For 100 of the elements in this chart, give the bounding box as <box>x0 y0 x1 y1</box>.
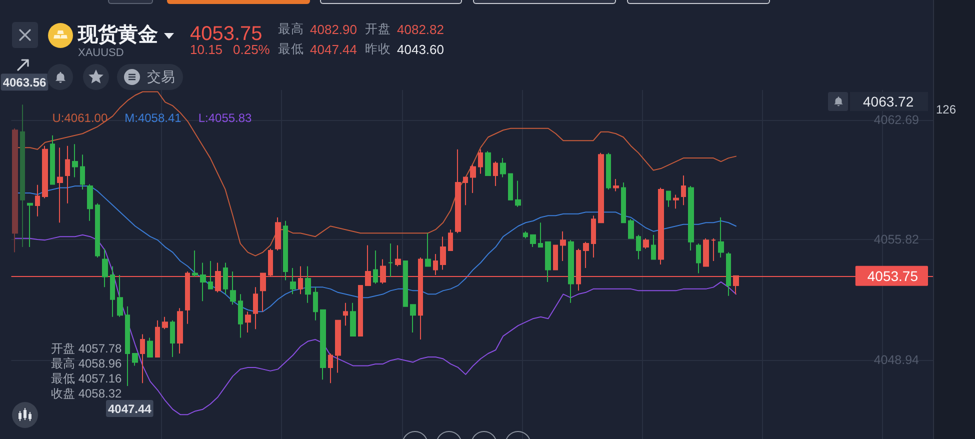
candlestick <box>673 194 679 210</box>
candlestick <box>238 294 243 338</box>
candlestick <box>155 320 160 358</box>
candlestick <box>455 148 461 234</box>
text: 昨收 <box>365 42 391 57</box>
text: 最低 <box>278 42 304 57</box>
candlestick <box>463 176 468 206</box>
candlestick <box>95 202 100 258</box>
chart-title: 现货黄金 <box>78 24 158 46</box>
candlestick <box>125 306 130 386</box>
candlestick <box>283 220 288 281</box>
candlestick <box>80 154 85 190</box>
candlestick <box>703 238 709 267</box>
candlestick <box>253 286 258 330</box>
annotation: 最高 4058.96 <box>51 356 122 371</box>
candlestick <box>230 270 236 306</box>
annotation: 4047.44 <box>108 402 152 416</box>
chart-subtitle: XAUUSD <box>78 46 124 60</box>
candlestick <box>132 352 138 366</box>
candlestick <box>508 173 513 200</box>
candlestick <box>591 215 596 258</box>
candlestick <box>35 184 40 217</box>
candlestick <box>485 150 491 176</box>
annotation: 4053.75 <box>867 268 918 284</box>
candlestick <box>395 244 401 267</box>
candlestick <box>200 262 206 302</box>
candlestick <box>403 260 408 307</box>
candlestick <box>613 178 619 192</box>
candlestick <box>515 180 521 208</box>
candlestick <box>87 184 93 222</box>
candlestick <box>208 260 213 290</box>
text: 开盘 <box>365 22 391 37</box>
candlestick <box>651 234 656 260</box>
candlestick <box>583 241 589 268</box>
annotation: 开盘 4057.78 <box>51 341 122 356</box>
candlestick <box>500 158 506 178</box>
text: 4082.82 <box>397 22 444 38</box>
candlestick <box>110 266 115 318</box>
text: 交易 <box>147 68 175 85</box>
candlestick <box>545 241 551 282</box>
candlestick <box>162 316 168 330</box>
candlestick <box>350 302 356 337</box>
candlestick <box>335 320 341 374</box>
annotation: 收盘 4058.32 <box>51 386 122 401</box>
candlestick <box>606 152 611 190</box>
candlestick <box>523 230 528 239</box>
candlestick <box>598 152 604 224</box>
candlestick <box>425 232 431 267</box>
text: 4063.72 <box>863 92 914 110</box>
candlestick <box>42 145 48 199</box>
candlestick <box>470 164 476 194</box>
text: 4082.90 <box>310 22 357 38</box>
candlestick <box>688 185 694 252</box>
candlestick <box>57 147 63 224</box>
text: 4047.44 <box>310 42 357 58</box>
candlestick <box>192 250 198 278</box>
y-tick-label: 4062.69 <box>874 112 920 127</box>
text: 最高 <box>278 22 304 37</box>
candlestick <box>696 243 701 274</box>
candlestick <box>140 334 145 384</box>
text: 4043.60 <box>397 42 444 58</box>
candlestick <box>358 284 363 337</box>
candlestick <box>666 190 671 208</box>
candlestick <box>658 187 664 265</box>
candlestick <box>410 304 416 334</box>
candlestick <box>275 216 281 252</box>
candlestick <box>388 243 393 278</box>
candlestick <box>147 337 153 358</box>
candlestick <box>553 244 558 270</box>
candlestick <box>636 234 641 260</box>
text: 126 <box>936 102 956 117</box>
candlestick <box>72 144 78 178</box>
candlestick <box>27 202 33 248</box>
candlestick <box>530 234 536 248</box>
candlestick <box>643 238 649 250</box>
series-label: U:4061.00 <box>52 111 108 125</box>
candlestick <box>328 352 333 384</box>
annotation: 4063.56 <box>2 76 47 90</box>
candlestick <box>223 262 228 295</box>
candlestick <box>538 222 543 248</box>
candlestick <box>560 230 566 262</box>
candlestick <box>170 320 175 358</box>
candlestick <box>117 274 123 318</box>
candlestick <box>718 216 724 258</box>
candlestick <box>245 311 251 334</box>
candlestick <box>102 248 108 288</box>
candlestick <box>373 250 378 284</box>
y-tick-label: 4048.94 <box>874 352 920 367</box>
candlestick <box>726 252 731 296</box>
line-series <box>14 234 736 416</box>
text: L:4055.83 <box>198 111 252 125</box>
candlestick <box>628 218 634 239</box>
candlestick <box>290 267 296 295</box>
candlestick <box>621 182 626 224</box>
annotation: 最低 4057.16 <box>51 371 122 386</box>
text: M:4058.41 <box>124 111 182 125</box>
candlestick <box>568 240 574 304</box>
candlestick <box>65 145 70 204</box>
candlestick <box>493 161 498 186</box>
candlestick <box>313 286 318 321</box>
